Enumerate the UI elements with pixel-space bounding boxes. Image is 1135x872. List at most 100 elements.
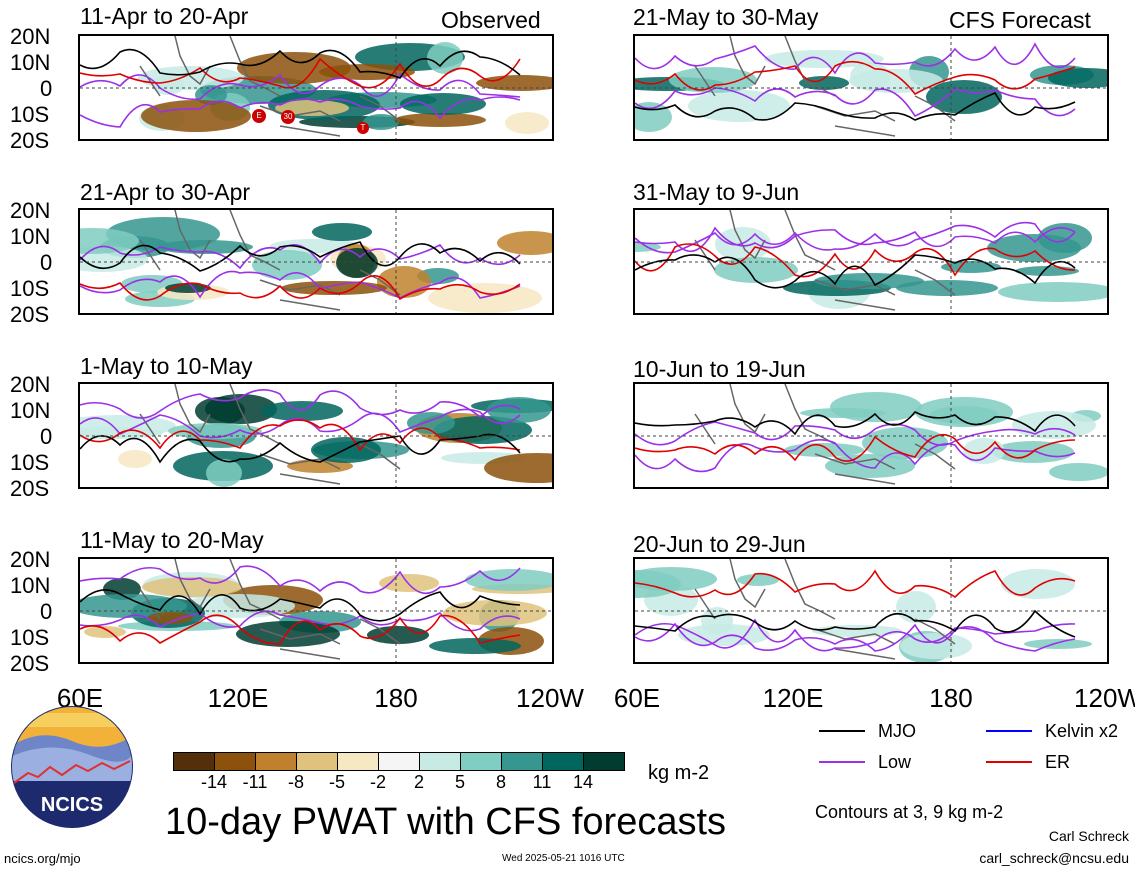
wave-contour [80,589,521,622]
pwat-anomaly-blob [487,397,551,423]
er-legend-label: ER [1045,752,1071,772]
lat-label: 10S [10,276,50,301]
panel-title-8: 20-Jun to 29-Jun [633,531,806,557]
coastline [694,36,956,137]
mjo-legend-label: MJO [878,721,916,741]
pwat-anomaly-blob [799,76,849,90]
colorbar-swatch [214,752,256,771]
pwat-anomaly-blob [476,75,552,91]
pwat-anomaly-blob [394,113,486,127]
wave-contour [80,610,521,632]
map-panel-6 [633,208,1109,315]
lon-label: 120W [1074,683,1135,713]
lat-label: 0 [40,250,53,275]
wave-contour [80,48,521,79]
pwat-anomaly-blob [147,612,193,624]
colorbar-label: 2 [413,772,425,792]
lat-label: 0 [40,76,53,101]
pwat-anomaly-blob [237,52,351,84]
panel-title-6: 31-May to 9-Jun [633,179,800,205]
lon-label: 60E [613,683,661,713]
forecast-header: CFS Forecast [949,7,1091,33]
lat-label: 0 [40,599,53,624]
coastline [139,559,401,660]
colorbar-swatch [419,752,461,771]
pwat-anomaly-blob [443,600,547,626]
wave-contour [635,609,1076,638]
pwat-anomaly-blob [261,401,343,421]
pwat-anomaly-blob [669,67,757,93]
colorbar-label: 8 [495,772,507,792]
colorbar-label: -5 [328,772,346,792]
footer-url[interactable]: ncics.org/mjo [4,851,81,866]
colorbar-label: 11 [532,772,552,792]
wave-contour [80,389,521,419]
map-panel-4 [78,557,554,664]
main-title: 10-day PWAT with CFS forecasts [165,801,727,843]
pwat-anomaly-blob [252,250,322,280]
lat-label: 10N [10,573,51,598]
coastline [139,210,401,311]
colorbar-swatch [255,752,297,771]
panel-title-3: 1-May to 10-May [80,353,253,379]
pwat-anomaly-blob [429,638,521,654]
wave-contour [80,243,521,270]
lat-label: 20S [10,128,50,153]
pwat-anomaly-blob [236,621,340,647]
logo-text: NCICS [41,794,103,816]
pwat-anomaly-blob [84,626,126,638]
wave-contour [635,569,1076,599]
pwat-anomaly-blob [377,266,431,298]
contours-note: Contours at 3, 9 kg m-2 [815,802,1004,822]
pwat-anomaly-blob [168,423,262,439]
pwat-anomaly-blob [484,453,552,483]
map-field [635,559,1107,662]
pwat-anomaly-blob [427,42,463,74]
colorbar-label: -14 [200,772,228,792]
coastline [139,36,401,137]
pwat-anomaly-blob [812,625,902,637]
lon-label: 180 [929,683,973,713]
map-panel-2 [78,208,554,315]
wave-contour [635,226,1076,253]
pwat-anomaly-blob [141,100,251,132]
panel-title-7: 10-Jun to 19-Jun [633,356,806,382]
footer-timestamp: Wed 2025-05-21 1016 UTC [502,853,625,864]
colorbar-swatch [337,752,379,771]
panel-title-1: 11-Apr to 20-Apr [80,3,249,29]
pwat-anomaly-blob [195,85,227,105]
coastline [694,384,956,485]
pwat-anomaly-blob [688,90,790,122]
lat-label: 10N [10,224,51,249]
map-panel-1 [78,34,554,141]
lat-label: 10N [10,50,51,75]
pwat-anomaly-blob [206,459,242,487]
map-field [635,384,1107,487]
coastline [694,210,956,311]
pwat-anomaly-blob [363,114,399,130]
panel-title-5: 21-May to 30-May [633,4,819,30]
pwat-anomaly-blob [862,427,948,459]
wave-contour [635,221,1076,254]
pwat-anomaly-blob [281,281,387,295]
colorbar-swatch [542,752,584,771]
wave-contour [80,614,521,645]
map-field [80,559,552,662]
lon-label: 120E [762,683,824,713]
pwat-anomaly-blob [118,450,152,468]
lat-label: 20N [10,24,51,49]
wave-contour [80,275,521,301]
footer-email[interactable]: carl_schreck@ncsu.edu [979,850,1129,866]
pwat-anomaly-blob [896,591,936,623]
lat-label: 10S [10,625,50,650]
pwat-anomaly-blob [379,574,439,592]
storm-marker: 30 [281,110,295,124]
wave-contour [80,408,521,439]
pwat-anomaly-blob [1024,639,1092,649]
map-panel-3 [78,382,554,489]
colorbar-label: 14 [572,772,594,792]
lon-label: 180 [374,683,418,713]
colorbar-label: -2 [369,772,387,792]
wave-contour [635,434,1076,462]
wave-contour [635,91,1076,121]
